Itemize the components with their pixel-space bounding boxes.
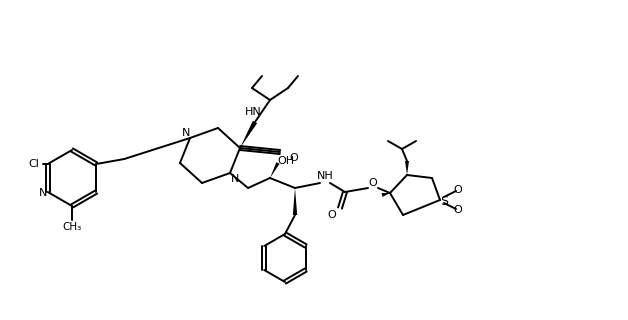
Text: CH₃: CH₃ — [62, 222, 82, 232]
Text: OH: OH — [278, 156, 295, 166]
Text: HN: HN — [245, 107, 261, 117]
Text: N: N — [182, 128, 190, 138]
Text: N: N — [38, 188, 47, 198]
Text: O: O — [453, 185, 462, 195]
Text: Cl: Cl — [28, 159, 39, 169]
Polygon shape — [270, 162, 279, 178]
Text: S: S — [440, 195, 448, 207]
Text: N: N — [231, 174, 239, 184]
Polygon shape — [293, 188, 297, 215]
Polygon shape — [240, 121, 257, 148]
Polygon shape — [382, 193, 390, 197]
Text: O: O — [290, 153, 298, 163]
Text: O: O — [369, 178, 377, 188]
Text: O: O — [328, 210, 337, 220]
Polygon shape — [405, 161, 409, 175]
Text: O: O — [453, 205, 462, 215]
Text: NH: NH — [317, 171, 333, 181]
